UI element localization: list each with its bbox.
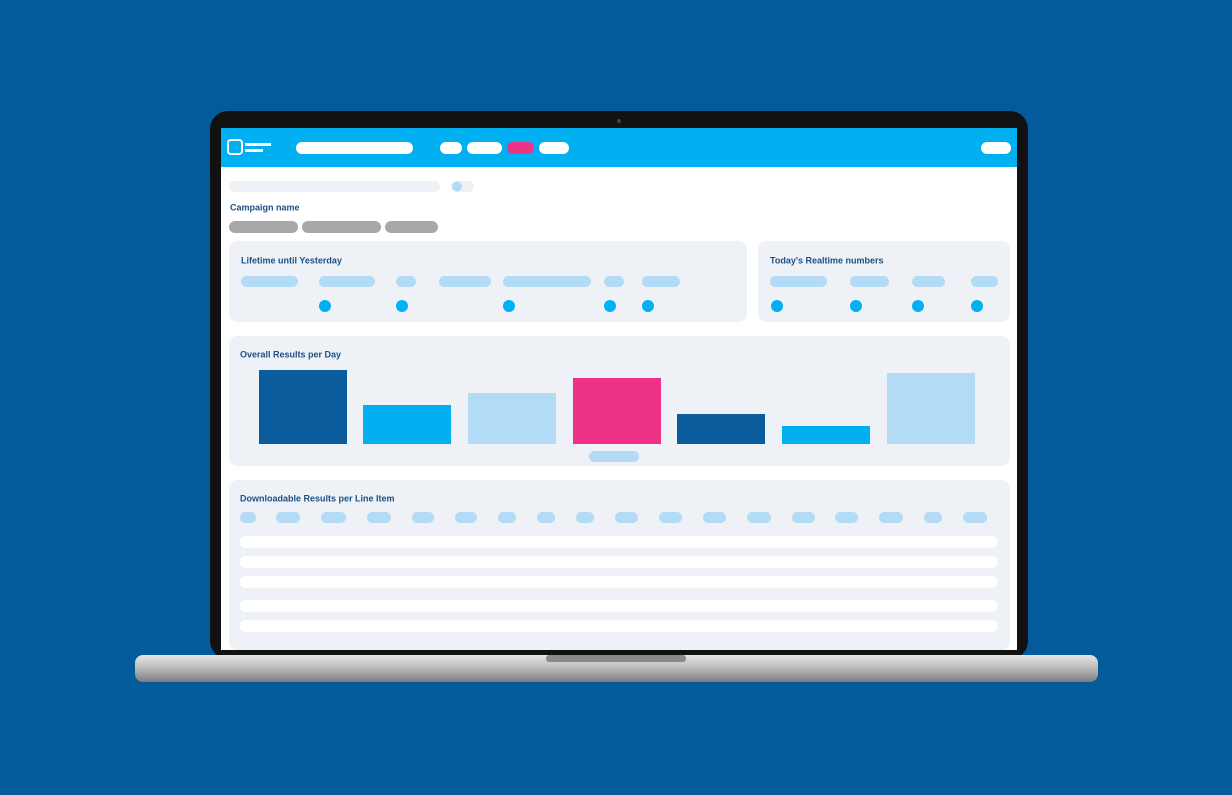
column-placeholder [747,512,771,523]
placeholder-bar [259,370,347,444]
logo-text [245,149,263,152]
placeholder-bar [573,378,661,444]
metric-placeholder [241,276,298,287]
metric-placeholder [770,276,827,287]
tag [302,221,381,233]
section-title: Downloadable Results per Line Item [240,493,395,503]
section-title: Today's Realtime numbers [770,255,884,265]
logo-icon [227,139,243,155]
chart-control [589,451,639,462]
placeholder-bar [782,426,870,444]
metric-placeholder [912,276,945,287]
section-title: Overall Results per Day [240,349,341,359]
column-placeholder [576,512,594,523]
row-placeholder [240,576,998,588]
column-placeholder [498,512,516,523]
placeholder-bar [677,414,765,444]
nav-pill [507,142,534,154]
column-placeholder [703,512,726,523]
column-placeholder [792,512,815,523]
metric-placeholder [642,276,680,287]
placeholder-bar [887,373,975,444]
column-placeholder [963,512,987,523]
column-placeholder [455,512,477,523]
column-placeholder [537,512,555,523]
tag [229,221,298,233]
metric-dot [319,300,331,312]
metric-placeholder [396,276,416,287]
column-placeholder [835,512,858,523]
metric-dot [604,300,616,312]
placeholder-bar [363,405,451,444]
row-placeholder [240,620,998,632]
logo-text [245,143,271,146]
campaign-label: Campaign name [230,202,300,212]
column-placeholder [924,512,942,523]
content [229,142,1011,233]
column-placeholder [321,512,346,523]
column-placeholder [879,512,903,523]
metric-dot [771,300,783,312]
metric-placeholder [319,276,375,287]
search-placeholder [229,181,440,192]
metric-dot [850,300,862,312]
row-placeholder [240,536,998,548]
metric-placeholder [604,276,624,287]
metric-placeholder [503,276,591,287]
nav-pill [539,142,569,154]
tag [385,221,438,233]
nav-pill [467,142,502,154]
column-placeholder [412,512,434,523]
metric-placeholder [439,276,491,287]
row-placeholder [240,600,998,612]
metric-dot [642,300,654,312]
column-placeholder [615,512,638,523]
column-placeholder [367,512,391,523]
column-placeholder [240,512,256,523]
notch [546,655,686,662]
metric-dot [396,300,408,312]
placeholder-bar [468,393,556,444]
row-placeholder [240,556,998,568]
metric-placeholder [850,276,889,287]
section-title: Lifetime until Yesterday [241,255,342,265]
metric-dot [971,300,983,312]
toggle-knob [452,181,462,192]
content [240,276,998,632]
nav-pill [296,142,413,154]
metric-dot [503,300,515,312]
camera [617,119,621,123]
nav-pill [981,142,1011,154]
column-placeholder [659,512,682,523]
laptop-base [135,655,1098,682]
column-placeholder [276,512,300,523]
nav-pill [440,142,462,154]
metric-placeholder [971,276,998,287]
metric-dot [912,300,924,312]
